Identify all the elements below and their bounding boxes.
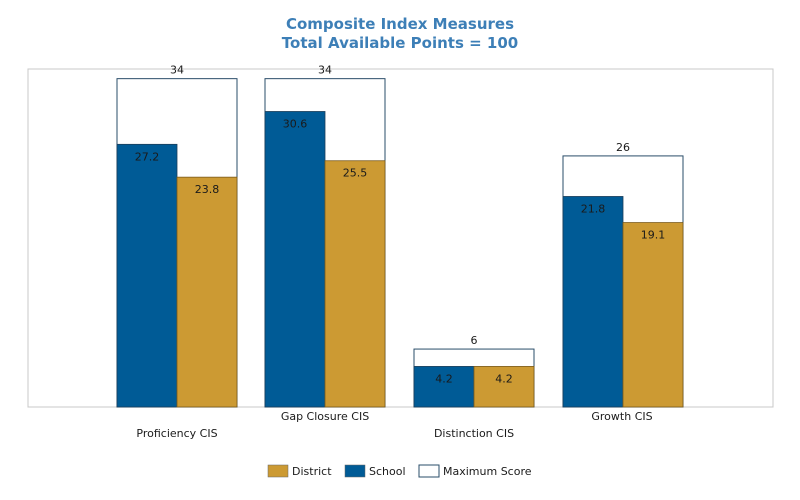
school-bar-distinction <box>413 366 475 408</box>
school-value-label-gap-closure: 30.6 <box>283 117 308 130</box>
legend-label-max: Maximum Score <box>443 465 532 478</box>
school-value-label-growth: 21.8 <box>581 202 606 215</box>
bars-group <box>116 78 684 408</box>
district-value-label-distinction: 4.2 <box>495 372 513 385</box>
max-score-label-distinction: 6 <box>471 334 478 347</box>
category-label-growth: Growth CIS <box>591 410 652 423</box>
legend: District School Maximum Score <box>267 464 532 478</box>
chart-subtitle: Total Available Points = 100 <box>282 34 518 52</box>
district-value-label-gap-closure: 25.5 <box>343 167 368 180</box>
category-label-distinction: Distinction CIS <box>434 427 514 440</box>
district-bar-distinction <box>473 366 535 408</box>
school-bar-proficiency <box>116 143 178 408</box>
district-bar-growth <box>622 222 684 408</box>
district-bar-gap-closure <box>324 160 386 408</box>
max-score-label-growth: 26 <box>616 141 630 154</box>
category-label-gap-closure: Gap Closure CIS <box>281 410 369 423</box>
max-score-label-gap-closure: 34 <box>318 64 332 77</box>
district-value-label-growth: 19.1 <box>641 229 666 242</box>
value-labels-group: 34 27.2 23.8 34 30.6 25.5 6 4.2 4.2 26 21.8 19.1 <box>135 64 666 386</box>
chart-title: Composite Index Measures <box>286 15 514 33</box>
max-score-label-proficiency: 34 <box>170 64 184 77</box>
legend-swatch-max <box>418 464 440 478</box>
school-bar-gap-closure <box>264 111 326 408</box>
district-value-label-proficiency: 23.8 <box>195 183 220 196</box>
legend-label-school: School <box>369 465 406 478</box>
district-bar-proficiency <box>176 176 238 408</box>
legend-swatch-district <box>267 464 289 478</box>
school-bar-growth <box>562 196 624 408</box>
school-value-label-distinction: 4.2 <box>435 372 453 385</box>
school-value-label-proficiency: 27.2 <box>135 150 160 163</box>
category-label-proficiency: Proficiency CIS <box>136 427 217 440</box>
plot-frame <box>27 68 774 408</box>
legend-label-district: District <box>292 465 332 478</box>
legend-swatch-school <box>344 464 366 478</box>
